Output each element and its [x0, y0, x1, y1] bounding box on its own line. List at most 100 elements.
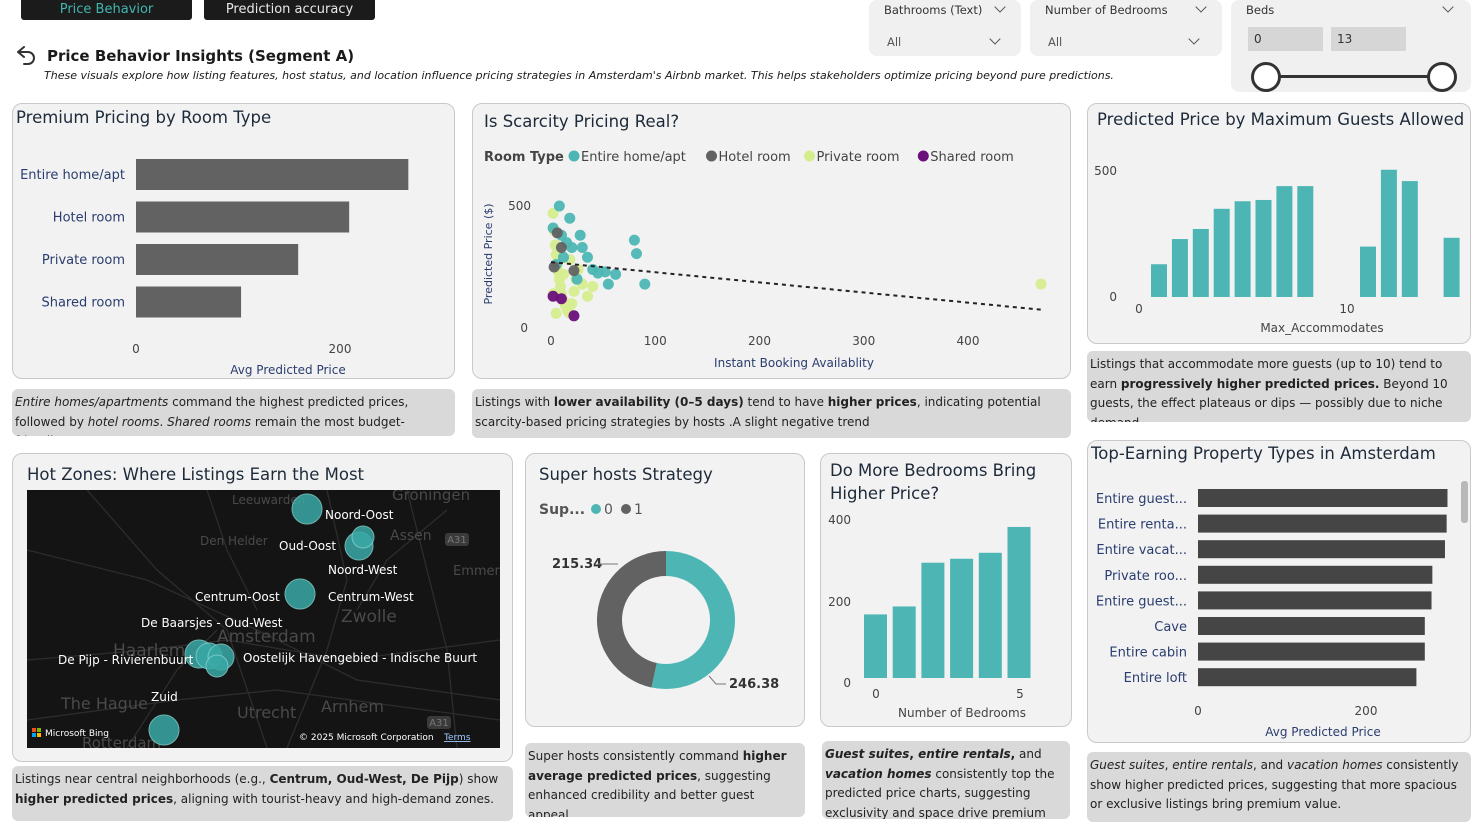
legend-item: Hotel room — [719, 150, 791, 165]
property-card: Top-Earning Property Types in Amsterdam … — [1087, 440, 1471, 743]
x-axis-title: Avg Predicted Price — [1265, 725, 1380, 739]
map-zone-label: Centrum-Oost — [195, 590, 280, 604]
map-road — [356, 509, 448, 611]
scatter-point — [548, 261, 560, 273]
beds-slider-track[interactable] — [1265, 75, 1443, 78]
map-zone-label: Noord-Oost — [325, 508, 394, 522]
x-tick-label: 200 — [748, 334, 771, 348]
property-title: Top-Earning Property Types in Amsterdam — [1091, 444, 1436, 463]
road-badge — [445, 533, 469, 546]
map-city-label: Groningen — [392, 490, 470, 504]
scatter-point — [587, 281, 599, 293]
bar-6 — [1276, 186, 1293, 297]
beds-slider-min-handle[interactable] — [1251, 62, 1281, 92]
map-city-label: The Hague — [60, 694, 148, 713]
room-type-card: Premium Pricing by Room Type Entire home… — [12, 103, 455, 379]
x-axis-title: Max_Accommodates — [1260, 321, 1383, 335]
category-label: Entire loft — [1124, 671, 1187, 686]
bedrooms-slicer-value[interactable]: All — [1048, 35, 1063, 49]
bar-3 — [1213, 208, 1230, 297]
beds-slider-max-handle[interactable] — [1427, 62, 1457, 92]
road-badge-label: A31 — [429, 718, 449, 729]
legend-title: Sup... — [539, 502, 585, 518]
bar-2 — [921, 562, 945, 678]
category-label: Entire cabin — [1109, 646, 1187, 661]
scatter-point — [630, 248, 642, 260]
property-scrollbar[interactable] — [1461, 481, 1468, 523]
scatter-point — [1035, 278, 1047, 290]
scatter-point — [568, 310, 580, 322]
bathrooms-slicer-value[interactable]: All — [887, 35, 902, 49]
legend-marker — [804, 150, 815, 162]
chevron-down-icon[interactable] — [1188, 33, 1200, 45]
beds-slicer[interactable]: Beds 0 13 — [1231, 0, 1471, 92]
map-zone-label: Centrum-West — [328, 590, 414, 604]
x-axis-title: Number of Bedrooms — [898, 706, 1026, 720]
microsoft-logo — [37, 733, 41, 737]
scatter-point — [576, 241, 588, 253]
chevron-down-icon[interactable] — [989, 33, 1001, 45]
map-city-label: Assen — [390, 528, 432, 544]
map-zone-label: Zuid — [151, 690, 178, 704]
microsoft-logo — [37, 728, 41, 732]
chevron-down-icon[interactable] — [1442, 1, 1454, 13]
map-bubble — [351, 525, 375, 549]
x-axis-title: Instant Booking Availablity — [714, 356, 874, 370]
back-arrow-icon[interactable] — [14, 46, 38, 68]
guests-bar-chart: 500 0 0 10 Max_Accommodates — [1094, 164, 1460, 335]
bar-1 — [1171, 239, 1188, 297]
scatter-point — [610, 268, 622, 280]
bathrooms-slicer[interactable]: Bathrooms (Text) All — [869, 0, 1021, 56]
x-tick-label: 400 — [957, 334, 980, 348]
bar-5 — [1255, 199, 1272, 297]
hotzones-map[interactable]: Leeuwarden Groningen Den Helder Assen Emmen Z… — [27, 490, 500, 748]
bar-1 — [1198, 514, 1447, 533]
beds-max-input[interactable]: 13 — [1331, 27, 1406, 51]
x-tick-label: 5 — [1016, 687, 1024, 701]
x-tick-label: 200 — [1355, 704, 1378, 718]
map-zone-label: De Pijp - Rivierenbuurt — [58, 653, 194, 667]
tab-price-behavior[interactable]: Price Behavior — [21, 0, 192, 20]
scatter-point — [551, 227, 563, 239]
scatter-point — [555, 241, 567, 253]
bar-10 — [1360, 246, 1376, 297]
tab-prediction-accuracy[interactable]: Prediction accuracy — [204, 0, 375, 20]
bar-5 — [1007, 526, 1031, 678]
map-bubble — [284, 578, 316, 610]
slice-1 — [651, 551, 735, 689]
scarcity-card: Is Scarcity Pricing Real? Room Type Entir… — [472, 103, 1071, 379]
legend-item: Entire home/apt — [581, 150, 686, 165]
bar-3 — [136, 286, 242, 318]
bar-2 — [1198, 540, 1445, 559]
room-type-title: Premium Pricing by Room Type — [16, 108, 272, 127]
x-tick-label: 200 — [329, 342, 352, 356]
chevron-down-icon[interactable] — [994, 1, 1006, 13]
trend-line — [550, 261, 1042, 311]
guests-title: Predicted Price by Maximum Guests Allowe… — [1097, 110, 1465, 129]
chevron-down-icon[interactable] — [1195, 1, 1207, 13]
bedrooms-bar-chart: 400 200 0 0 5 Number of Bedrooms — [828, 513, 1031, 720]
scarcity-scatter-chart: Room Type Entire home/apt Hotel room Privat… — [482, 150, 1047, 370]
scatter-point — [581, 290, 593, 302]
category-label: Entire guest... — [1096, 594, 1187, 609]
map-road — [86, 490, 268, 748]
bedrooms-slicer[interactable]: Number of Bedrooms All — [1030, 0, 1222, 56]
y-tick-label: 0 — [520, 321, 528, 335]
bing-label: Microsoft Bing — [45, 729, 109, 739]
legend-marker — [917, 150, 929, 162]
scatter-point — [555, 293, 567, 305]
category-label: Entire guest... — [1096, 492, 1187, 507]
legend-item: 1 — [634, 502, 643, 518]
page-subtitle: These visuals explore how listing featur… — [44, 69, 1114, 82]
bar-1 — [892, 606, 916, 678]
bar-14 — [1443, 237, 1460, 297]
guests-note: Listings that accommodate more guests (u… — [1087, 351, 1471, 422]
map-city-label: Haarlem — [113, 641, 185, 661]
map-canvas[interactable]: Leeuwarden Groningen Den Helder Assen Emmen Z… — [27, 490, 500, 748]
beds-min-input[interactable]: 0 — [1248, 27, 1323, 51]
map-zone-label: Noord-West — [328, 563, 398, 577]
bar-2 — [136, 244, 299, 275]
legend-marker — [568, 150, 580, 162]
map-bubble — [205, 654, 229, 678]
bar-7 — [1297, 186, 1314, 297]
